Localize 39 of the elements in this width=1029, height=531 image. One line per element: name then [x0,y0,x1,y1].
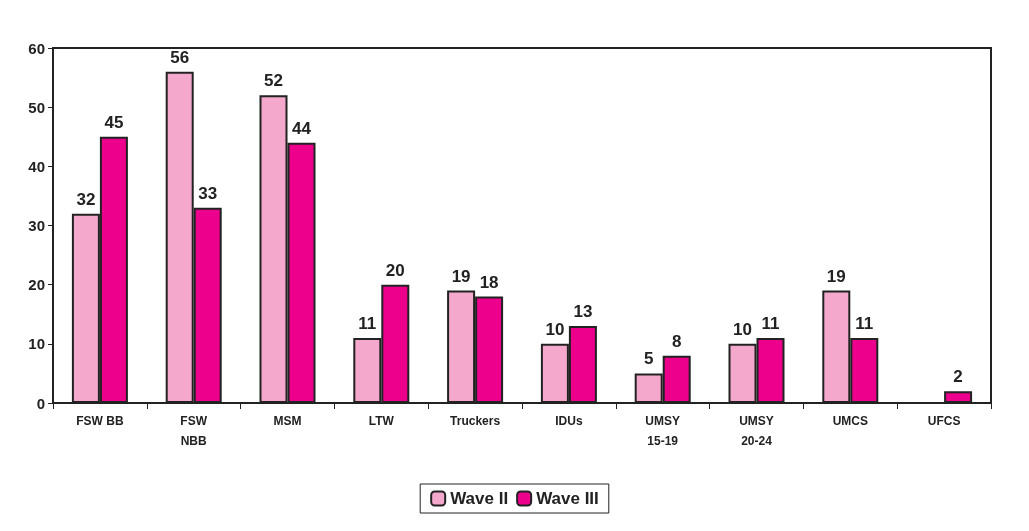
x-tick-label: MSM [273,414,302,428]
x-tick-label: UFCS [927,414,961,428]
x-tick-label: LTW [368,414,395,428]
data-label: 11 [358,313,377,333]
data-label: 33 [198,183,218,203]
data-label: 11 [855,313,874,333]
data-label: 20 [385,260,405,280]
data-label: 45 [104,112,124,132]
data-label: 18 [479,272,499,292]
y-tick-label: 0 [36,394,45,412]
x-tick-label: Truckers [450,414,501,428]
x-tick-label: UMSY 15-19 [645,414,681,448]
y-tick-label: 40 [28,157,45,175]
x-tick-label: UMSY 20-24 [739,414,774,448]
data-label: 10 [545,319,565,339]
y-tick-label: 10 [28,335,45,353]
x-tick-label: FSW BB [76,414,124,428]
data-label: 8 [671,331,682,351]
data-label: 11 [761,313,780,333]
data-label: 2 [953,367,963,387]
data-label: 19 [451,266,471,286]
legend-label: Wave II [450,489,509,508]
data-label: 13 [573,302,593,322]
data-label: 56 [170,47,190,67]
y-tick-label: 60 [28,39,45,57]
data-label: 32 [76,189,96,209]
y-tick-label: 50 [28,98,45,116]
bar [944,391,973,403]
x-tick-label: FSW NBB [180,414,208,448]
y-tick-label: 30 [28,217,45,234]
data-label: 44 [292,118,312,138]
data-label: 5 [643,349,654,369]
data-label: 52 [264,71,283,91]
y-tick-label: 20 [28,276,45,294]
x-tick-label: UMCS [832,414,868,428]
legend-label: Wave III [536,489,599,508]
data-label: 19 [826,266,846,286]
data-label: 10 [733,319,752,339]
x-tick-label: IDUs [555,414,583,428]
